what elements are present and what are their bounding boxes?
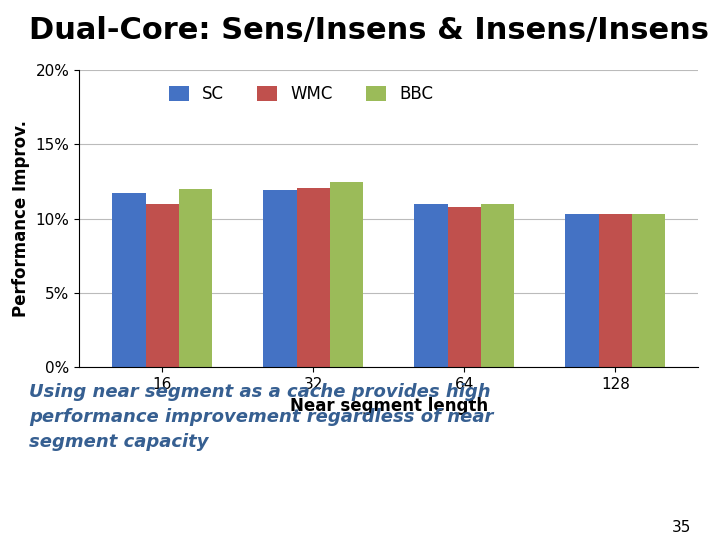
Bar — [448, 207, 481, 367]
Y-axis label: Performance Improv.: Performance Improv. — [12, 120, 30, 317]
Text: 35: 35 — [672, 519, 691, 535]
Bar — [264, 191, 297, 367]
Bar — [330, 181, 363, 367]
Bar — [145, 204, 179, 367]
Text: Dual-Core: Sens/Insens & Insens/Insens: Dual-Core: Sens/Insens & Insens/Insens — [29, 16, 708, 45]
Bar — [112, 193, 145, 367]
Bar — [297, 187, 330, 367]
Bar — [565, 214, 599, 367]
Legend: SC, WMC, BBC: SC, WMC, BBC — [162, 78, 440, 110]
Bar — [632, 214, 665, 367]
Bar — [481, 204, 514, 367]
Bar — [599, 214, 632, 367]
Bar — [179, 189, 212, 367]
X-axis label: Near segment length: Near segment length — [289, 397, 488, 415]
Bar — [415, 204, 448, 367]
Text: Using near segment as a cache provides high
performance improvement regardless o: Using near segment as a cache provides h… — [29, 383, 493, 451]
